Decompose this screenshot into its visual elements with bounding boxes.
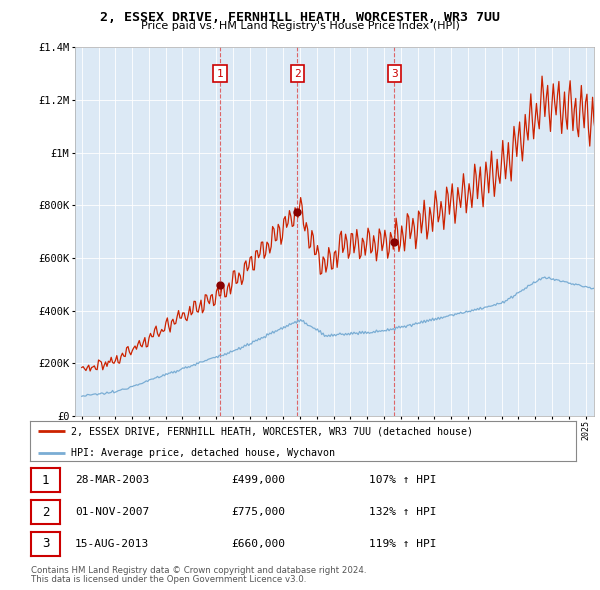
- Text: 119% ↑ HPI: 119% ↑ HPI: [369, 539, 437, 549]
- Text: 3: 3: [42, 537, 49, 550]
- Text: 1: 1: [42, 474, 49, 487]
- Text: 2: 2: [294, 68, 301, 78]
- Text: 2: 2: [42, 506, 49, 519]
- Text: 107% ↑ HPI: 107% ↑ HPI: [369, 476, 437, 485]
- Text: Contains HM Land Registry data © Crown copyright and database right 2024.: Contains HM Land Registry data © Crown c…: [31, 566, 367, 575]
- Text: £499,000: £499,000: [231, 476, 285, 485]
- Text: HPI: Average price, detached house, Wychavon: HPI: Average price, detached house, Wych…: [71, 448, 335, 458]
- Text: 3: 3: [391, 68, 398, 78]
- Text: 15-AUG-2013: 15-AUG-2013: [75, 539, 149, 549]
- Text: 2, ESSEX DRIVE, FERNHILL HEATH, WORCESTER, WR3 7UU (detached house): 2, ESSEX DRIVE, FERNHILL HEATH, WORCESTE…: [71, 427, 473, 436]
- Text: This data is licensed under the Open Government Licence v3.0.: This data is licensed under the Open Gov…: [31, 575, 307, 584]
- Text: 132% ↑ HPI: 132% ↑ HPI: [369, 507, 437, 517]
- Text: 2, ESSEX DRIVE, FERNHILL HEATH, WORCESTER, WR3 7UU: 2, ESSEX DRIVE, FERNHILL HEATH, WORCESTE…: [100, 11, 500, 24]
- Text: 28-MAR-2003: 28-MAR-2003: [75, 476, 149, 485]
- Text: Price paid vs. HM Land Registry's House Price Index (HPI): Price paid vs. HM Land Registry's House …: [140, 21, 460, 31]
- Text: 01-NOV-2007: 01-NOV-2007: [75, 507, 149, 517]
- Text: £660,000: £660,000: [231, 539, 285, 549]
- Text: 1: 1: [217, 68, 223, 78]
- Text: £775,000: £775,000: [231, 507, 285, 517]
